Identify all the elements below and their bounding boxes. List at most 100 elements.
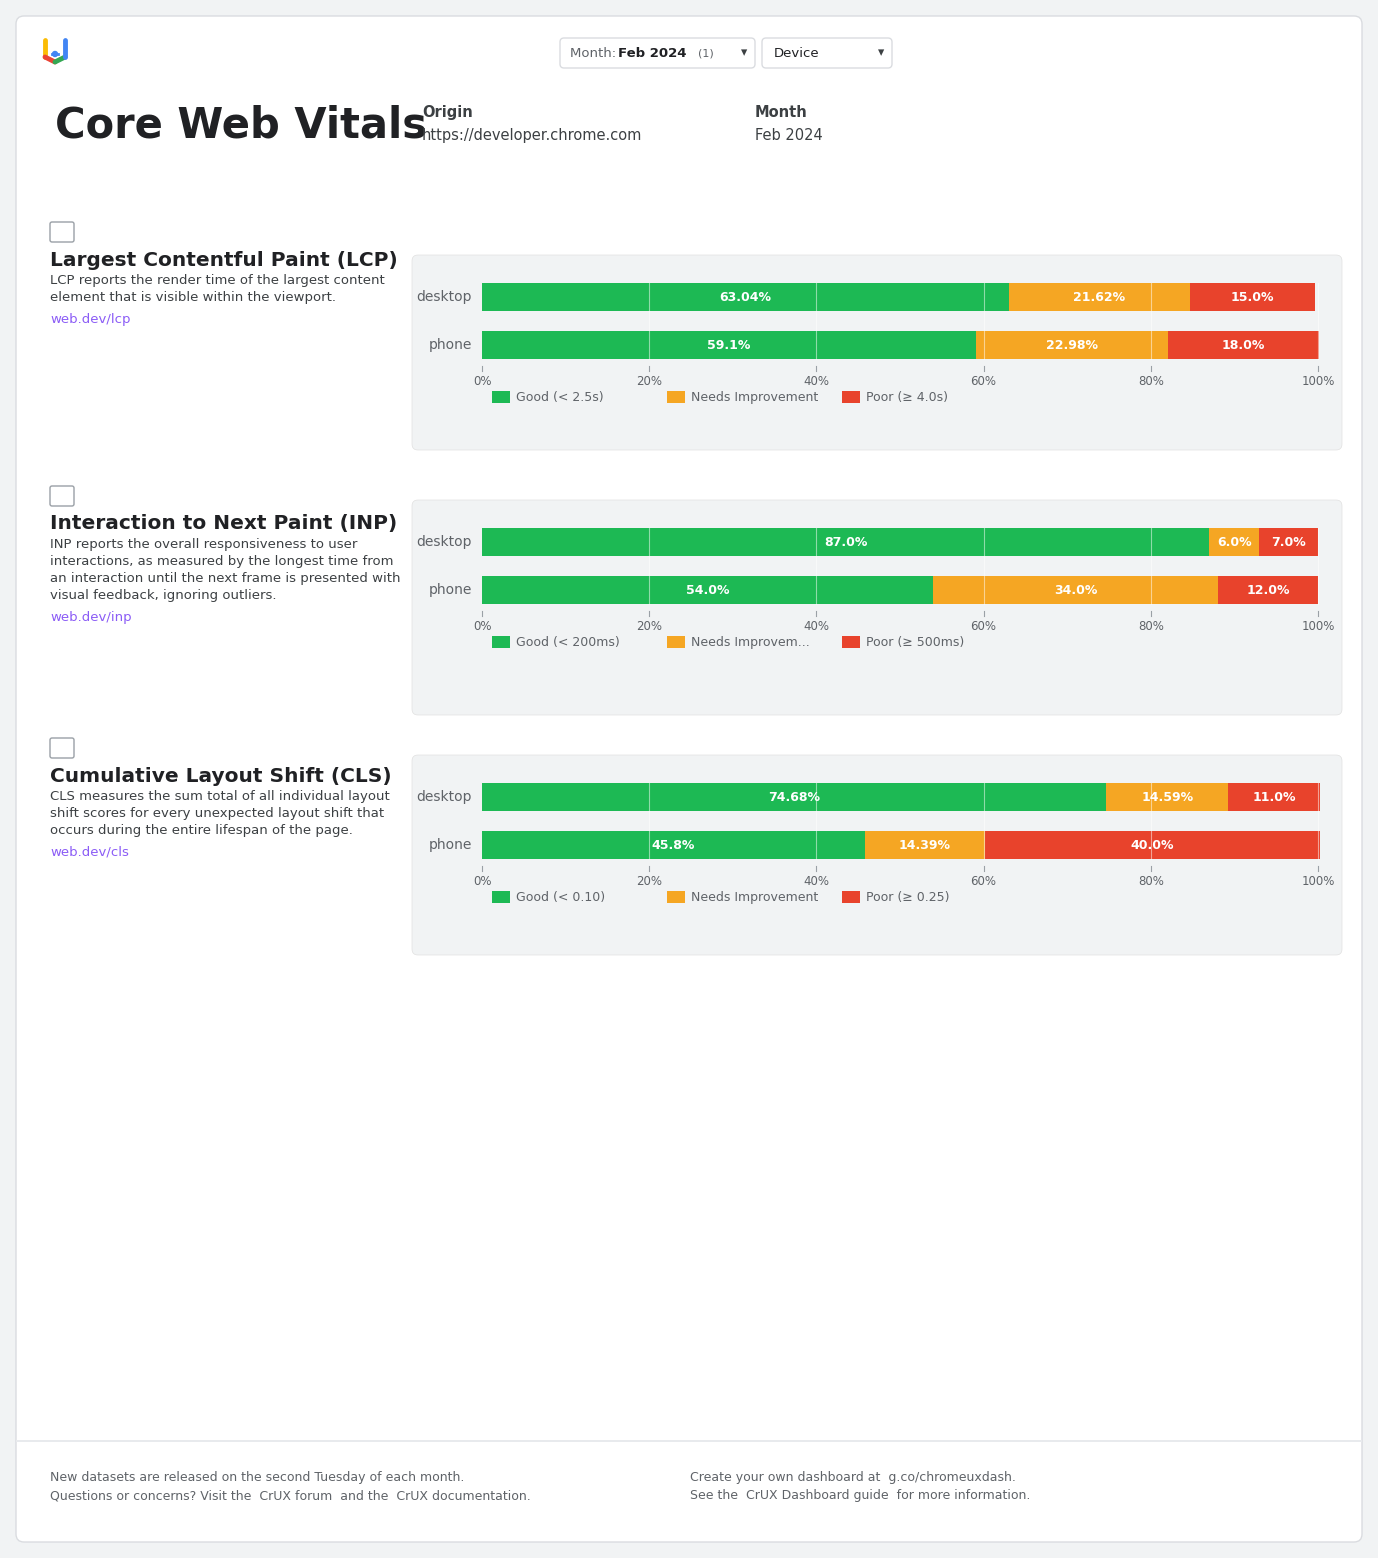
Text: interactions, as measured by the longest time from: interactions, as measured by the longest… — [50, 555, 394, 567]
Text: web.dev/inp: web.dev/inp — [50, 611, 132, 623]
Text: Largest Contentful Paint (LCP): Largest Contentful Paint (LCP) — [50, 251, 398, 270]
Bar — [667, 636, 685, 648]
Text: 20%: 20% — [637, 620, 663, 633]
Text: Needs Improvem...: Needs Improvem... — [690, 636, 810, 648]
Bar — [482, 784, 1107, 812]
Text: 15.0%: 15.0% — [1231, 290, 1275, 304]
Text: 100%: 100% — [1301, 620, 1335, 633]
Text: 60%: 60% — [970, 374, 996, 388]
Text: 100%: 100% — [1301, 874, 1335, 888]
Bar — [1169, 330, 1319, 358]
Text: phone: phone — [429, 338, 473, 352]
Text: https://developer.chrome.com: https://developer.chrome.com — [422, 128, 642, 142]
Text: 14.59%: 14.59% — [1141, 790, 1193, 804]
Text: Good (< 2.5s): Good (< 2.5s) — [515, 391, 604, 404]
Text: ▾: ▾ — [741, 47, 747, 59]
Text: 40%: 40% — [803, 374, 830, 388]
Text: CLS measures the sum total of all individual layout: CLS measures the sum total of all indivi… — [50, 790, 390, 802]
Bar — [933, 576, 1218, 605]
Bar — [1228, 784, 1320, 812]
Bar — [1259, 528, 1317, 556]
Bar — [482, 528, 1210, 556]
Text: 18.0%: 18.0% — [1222, 338, 1265, 352]
Text: 80%: 80% — [1138, 874, 1164, 888]
Text: 0%: 0% — [473, 620, 491, 633]
Text: Month: Month — [755, 104, 808, 120]
Text: 22.98%: 22.98% — [1046, 338, 1098, 352]
Text: Month:: Month: — [570, 47, 620, 59]
Bar — [492, 391, 510, 404]
Bar — [482, 330, 976, 358]
Text: Create your own dashboard at  g.co/chromeuxdash.: Create your own dashboard at g.co/chrome… — [690, 1471, 1016, 1485]
Text: 54.0%: 54.0% — [686, 584, 729, 597]
Text: 12.0%: 12.0% — [1246, 584, 1290, 597]
Bar — [865, 830, 985, 858]
Text: New datasets are released on the second Tuesday of each month.: New datasets are released on the second … — [50, 1471, 464, 1485]
Circle shape — [52, 51, 58, 56]
Text: 74.68%: 74.68% — [768, 790, 820, 804]
Text: 87.0%: 87.0% — [824, 536, 867, 548]
FancyBboxPatch shape — [50, 221, 74, 241]
Text: 40%: 40% — [803, 874, 830, 888]
Bar — [492, 891, 510, 904]
Text: Needs Improvement: Needs Improvement — [690, 391, 819, 404]
FancyBboxPatch shape — [559, 37, 755, 69]
Text: LCP reports the render time of the largest content: LCP reports the render time of the large… — [50, 274, 384, 287]
Text: 14.39%: 14.39% — [898, 838, 951, 852]
Text: Good (< 200ms): Good (< 200ms) — [515, 636, 620, 648]
FancyBboxPatch shape — [762, 37, 892, 69]
Text: 45.8%: 45.8% — [652, 838, 695, 852]
Text: Poor (≥ 0.25): Poor (≥ 0.25) — [865, 891, 949, 904]
Text: an interaction until the next frame is presented with: an interaction until the next frame is p… — [50, 572, 401, 584]
Text: 20%: 20% — [637, 374, 663, 388]
Text: 20%: 20% — [637, 874, 663, 888]
Text: 21.62%: 21.62% — [1073, 290, 1126, 304]
Text: 7.0%: 7.0% — [1272, 536, 1306, 548]
Bar — [976, 330, 1169, 358]
FancyBboxPatch shape — [50, 738, 74, 759]
Text: 0%: 0% — [473, 874, 491, 888]
Text: Interaction to Next Paint (INP): Interaction to Next Paint (INP) — [50, 514, 397, 533]
FancyBboxPatch shape — [50, 486, 74, 506]
Bar — [1210, 528, 1259, 556]
Text: 6.0%: 6.0% — [1217, 536, 1251, 548]
Text: 63.04%: 63.04% — [719, 290, 772, 304]
Text: 40.0%: 40.0% — [1130, 838, 1174, 852]
Text: phone: phone — [429, 838, 473, 852]
Bar — [482, 576, 933, 605]
Text: 59.1%: 59.1% — [707, 338, 751, 352]
Text: desktop: desktop — [416, 290, 473, 304]
Text: visual feedback, ignoring outliers.: visual feedback, ignoring outliers. — [50, 589, 277, 601]
Text: Core Web Vitals: Core Web Vitals — [55, 104, 427, 146]
Bar — [482, 284, 1009, 312]
Text: desktop: desktop — [416, 534, 473, 548]
Text: 11.0%: 11.0% — [1253, 790, 1297, 804]
Text: phone: phone — [429, 583, 473, 597]
Text: Needs Improvement: Needs Improvement — [690, 891, 819, 904]
Text: Cumulative Layout Shift (CLS): Cumulative Layout Shift (CLS) — [50, 767, 391, 785]
Text: Questions or concerns? Visit the  CrUX forum  and the  CrUX documentation.: Questions or concerns? Visit the CrUX fo… — [50, 1489, 531, 1502]
Text: Origin: Origin — [422, 104, 473, 120]
Text: web.dev/lcp: web.dev/lcp — [50, 313, 131, 326]
Text: 80%: 80% — [1138, 374, 1164, 388]
Text: See the  CrUX Dashboard guide  for more information.: See the CrUX Dashboard guide for more in… — [690, 1489, 1031, 1502]
Text: Feb 2024: Feb 2024 — [755, 128, 823, 142]
Text: desktop: desktop — [416, 790, 473, 804]
Text: 60%: 60% — [970, 620, 996, 633]
Bar — [842, 636, 860, 648]
Text: Device: Device — [774, 47, 820, 59]
FancyBboxPatch shape — [17, 16, 1361, 1542]
Text: Feb 2024: Feb 2024 — [617, 47, 686, 59]
Text: shift scores for every unexpected layout shift that: shift scores for every unexpected layout… — [50, 807, 384, 820]
Bar — [492, 636, 510, 648]
Text: (1): (1) — [699, 48, 714, 58]
Bar — [842, 891, 860, 904]
Bar — [1218, 576, 1317, 605]
Text: Poor (≥ 4.0s): Poor (≥ 4.0s) — [865, 391, 948, 404]
Bar — [1189, 284, 1315, 312]
FancyBboxPatch shape — [412, 500, 1342, 715]
Text: 80%: 80% — [1138, 620, 1164, 633]
Text: Poor (≥ 500ms): Poor (≥ 500ms) — [865, 636, 965, 648]
Text: element that is visible within the viewport.: element that is visible within the viewp… — [50, 290, 336, 304]
Text: occurs during the entire lifespan of the page.: occurs during the entire lifespan of the… — [50, 824, 353, 837]
